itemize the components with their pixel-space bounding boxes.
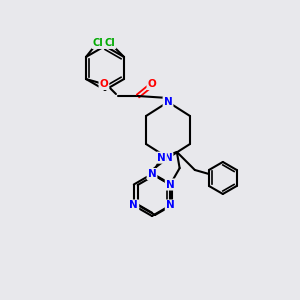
Text: Cl: Cl [105,38,116,48]
Text: N: N [157,153,166,163]
Text: O: O [100,79,108,89]
Text: Cl: Cl [93,38,103,48]
Text: N: N [164,153,172,163]
Text: N: N [166,179,175,190]
Text: O: O [148,79,156,89]
Text: N: N [129,200,138,211]
Text: N: N [148,169,156,179]
Text: N: N [166,200,175,211]
Text: N: N [164,97,172,107]
